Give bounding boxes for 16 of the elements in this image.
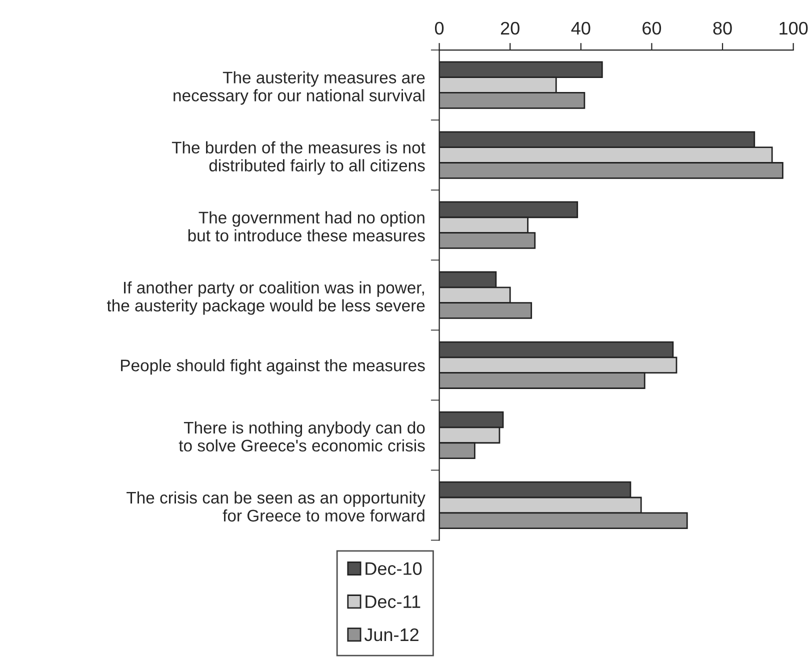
y-tick-label: There is nothing anybody can do to solve Greece's economic crisis <box>178 421 425 452</box>
legend-label: Dec-11 <box>366 595 420 608</box>
y-tick-label: The government had no option but to introduce these measures <box>188 211 425 242</box>
x-tick-label: 40 <box>571 22 590 35</box>
y-tick-label: The crisis can be seen as an opportunity for Greece to move forward <box>126 491 426 522</box>
y-tick-label: The austerity measures are necessary for our national survival <box>174 71 425 105</box>
x-tick-label: 100 <box>780 22 808 35</box>
legend-label: Dec-10 <box>366 562 422 575</box>
y-tick-label: The burden of the measures is not distributed fairly to all citizens <box>172 141 426 175</box>
y-tick-label: If another party or coalition was in power, the austerity package would be less severe <box>106 281 425 315</box>
x-tick-label: 80 <box>713 22 732 35</box>
legend-label: Jun-12 <box>364 628 418 642</box>
y-tick-label: People should fight against the measures <box>121 359 425 375</box>
x-tick-label: 0 <box>434 22 444 35</box>
x-tick-label: 60 <box>642 22 662 35</box>
x-tick-label: 20 <box>500 22 520 35</box>
